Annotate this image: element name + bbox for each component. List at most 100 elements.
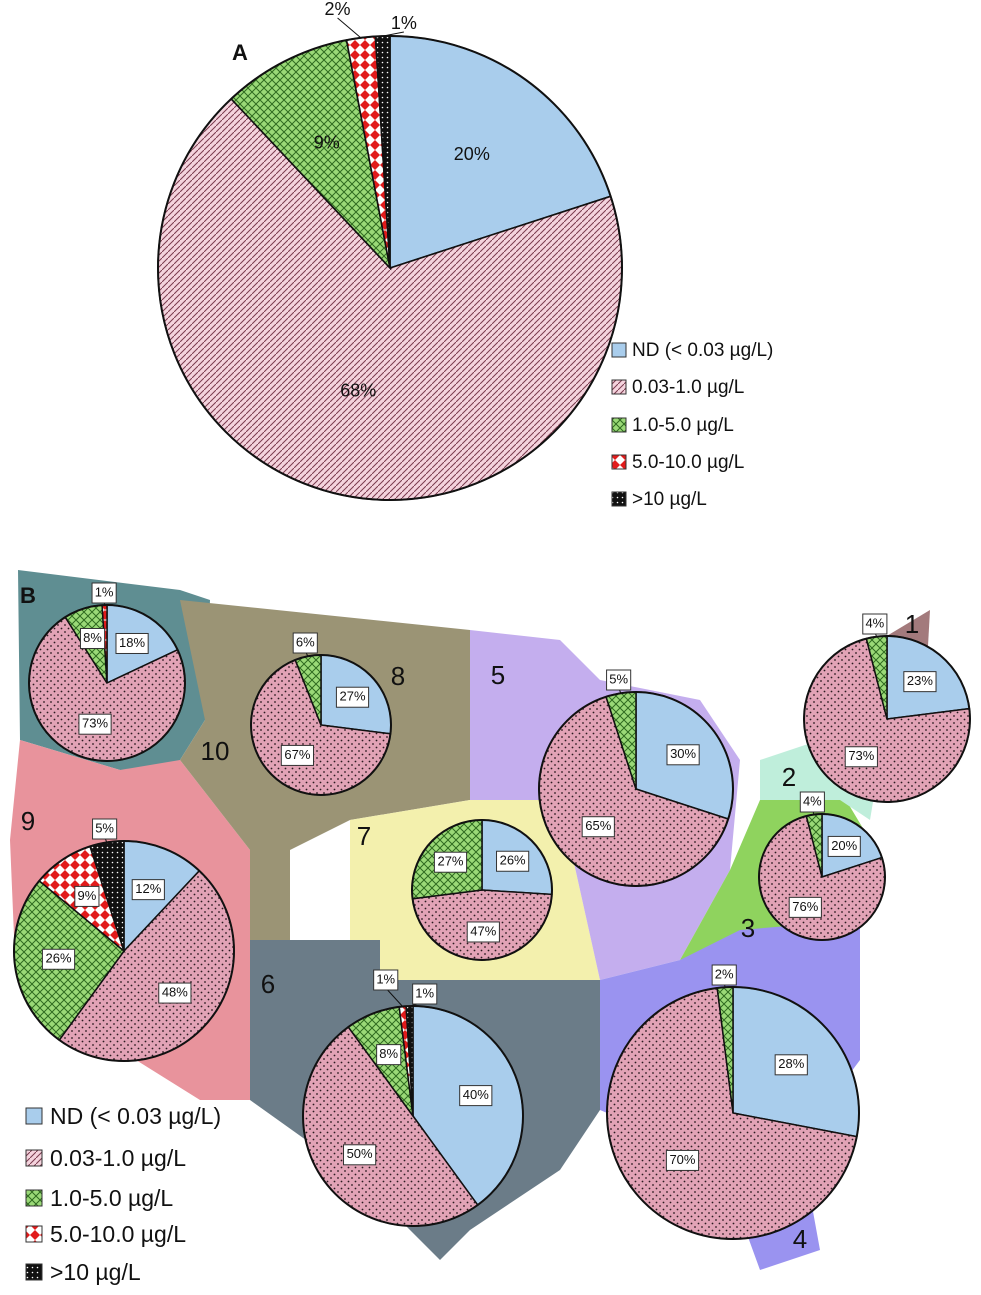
pie-label-box-1 [581, 816, 615, 838]
region-number-2: 2 [782, 762, 796, 792]
region-numbers: 1 2 3 4 5 6 7 8 9 10 [21, 609, 919, 1254]
pie-label-box-3 [74, 885, 100, 907]
pie-label-0: 26% [500, 853, 526, 868]
pie-label-0: 20% [454, 144, 490, 164]
pie-label-0: 27% [339, 689, 365, 704]
pie-leader-line-4 [382, 31, 404, 37]
pie-label-box-3 [373, 969, 399, 991]
pie-label-box-1 [466, 921, 500, 943]
pie-label-3: 1% [376, 971, 395, 986]
pie-label-box-0 [335, 686, 370, 708]
legend-a-swatch-1 [611, 379, 627, 395]
pie-label-box-2 [41, 948, 76, 970]
pie-label-box-2 [606, 669, 632, 691]
pie-label-4: 1% [415, 985, 434, 1000]
pie-label-box-1 [788, 896, 822, 918]
pie-region-8: 27% 67% 6% [250, 632, 392, 796]
legend-b-swatch-0 [25, 1107, 43, 1125]
legend-b-label-0: ND (< 0.03 µg/L) [50, 1103, 221, 1129]
pie-label-0: 30% [670, 746, 696, 761]
pie-label-2: 8% [83, 630, 102, 645]
pie-label-2: 26% [46, 951, 72, 966]
pie-leader-line-3 [337, 17, 362, 39]
pie-label-box-1 [78, 713, 112, 735]
region-number-3: 3 [741, 913, 755, 943]
pie-label-box-4 [412, 983, 438, 1005]
region-number-6: 6 [261, 969, 275, 999]
pie-region-2: 20% 76% 4% [758, 791, 886, 941]
pie-region-5: 30% 65% 5% [538, 669, 734, 887]
pie-label-box-2 [376, 1044, 402, 1066]
pie-outline [538, 691, 734, 887]
legend-a-label-1: 0.03-1.0 µg/L [632, 377, 744, 398]
legend-b-label-1: 0.03-1.0 µg/L [50, 1145, 186, 1171]
pie-label-0: 18% [119, 635, 145, 650]
pie-label-box-3 [91, 582, 117, 604]
pie-label-1: 76% [792, 899, 818, 914]
pie-label-1: 67% [284, 747, 310, 762]
region-number-9: 9 [21, 806, 35, 836]
pie-outline [606, 986, 860, 1240]
pie-label-2: 5% [609, 671, 628, 686]
region-number-10: 10 [201, 736, 230, 766]
region-number-4: 4 [793, 1224, 807, 1254]
pie-label-1: 50% [347, 1146, 373, 1161]
pie-outline [157, 35, 623, 501]
pie-label-2: 27% [437, 854, 463, 869]
pie-region-1: 23% 73% 4% [803, 613, 971, 803]
pie-label-4: 1% [391, 13, 417, 33]
legend-a-label-2: 1.0-5.0 µg/L [632, 415, 734, 436]
pie-label-4: 5% [95, 820, 114, 835]
pie-label-box-0 [827, 835, 861, 857]
region-number-7: 7 [357, 821, 371, 851]
pie-label-0: 28% [778, 1056, 804, 1071]
pie-label-box-1 [158, 982, 192, 1004]
legend-b-swatch-3 [25, 1225, 43, 1243]
pie-label-1: 73% [848, 748, 874, 763]
legend-b-swatch-1 [25, 1149, 43, 1167]
legend-b-label-2: 1.0-5.0 µg/L [50, 1185, 173, 1211]
pie-label-box-1 [343, 1144, 377, 1166]
pie-outline [13, 840, 235, 1062]
pie-label-box-0 [115, 632, 149, 654]
pie-label-2: 4% [865, 615, 884, 630]
pie-label-1: 68% [340, 380, 376, 400]
pie-label-2: 4% [803, 793, 822, 808]
pie-label-1: 65% [585, 818, 611, 833]
legend-a-label-0: ND (< 0.03 µg/L) [632, 340, 773, 361]
legend-a-label-3: 5.0-10.0 µg/L [632, 452, 744, 473]
pie-label-0: 20% [831, 838, 857, 853]
pie-charts: 20%68%9%2%1%23%73%4%20%76%4%28%70%2%30%6… [13, 0, 971, 1240]
pie-label-box-0 [903, 671, 937, 693]
pie-label-box-2 [79, 627, 106, 649]
panel-label-b: B [20, 583, 36, 608]
pie-label-box-2 [711, 964, 737, 986]
pie-label-3: 9% [78, 888, 97, 903]
pie-label-box-0 [774, 1054, 808, 1076]
pie-label-2: 2% [715, 966, 734, 981]
pie-region-4: 28% 70% 2% [606, 964, 860, 1240]
legend-a-swatch-3 [611, 454, 627, 470]
pie-region-7: 26% 47% 27% [411, 819, 553, 961]
pie-label-box-2 [433, 851, 468, 873]
pie-outline [803, 635, 971, 803]
pie-label-box-1 [665, 1149, 700, 1171]
pie-region-10: 18% 73% 8% 1% [28, 582, 186, 762]
legend-b: ND (< 0.03 µg/L) 0.03-1.0 µg/L 1.0-5.0 µ… [25, 1103, 221, 1285]
legend-b-label-4: >10 µg/L [50, 1259, 141, 1285]
legend-b-swatch-4 [25, 1263, 43, 1281]
pie-region-9: 12% 48% 26% 9% 5% [13, 818, 235, 1062]
pie-label-1: 73% [82, 716, 108, 731]
pie-label-box-1 [280, 744, 314, 766]
legend-a: ND (< 0.03 µg/L) 0.03-1.0 µg/L 1.0-5.0 µ… [611, 340, 773, 510]
pie-label-0: 40% [463, 1087, 489, 1102]
region-number-5: 5 [491, 660, 505, 690]
pie-label-box-2 [862, 613, 888, 635]
pie-label-box-0 [666, 744, 700, 766]
pie-label-box-2 [292, 632, 318, 654]
pie-panel-a: 20% 68% 9% 2% 1% [157, 0, 623, 501]
legend-b-swatch-2 [25, 1189, 43, 1207]
legend-a-label-4: >10 µg/L [632, 489, 707, 510]
legend-a-swatch-4 [611, 491, 627, 507]
